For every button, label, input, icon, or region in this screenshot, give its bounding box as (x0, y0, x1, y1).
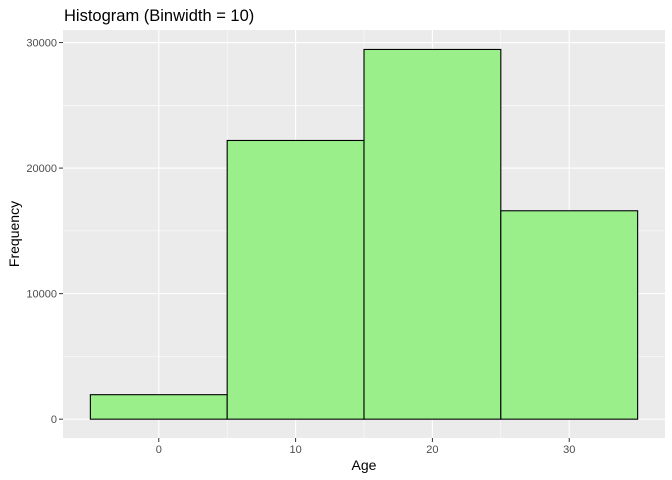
histogram-bars (89, 48, 639, 420)
x-axis-title: Age (352, 457, 377, 473)
y-axis-ticks: 0 10000 20000 30000 (26, 38, 63, 426)
y-tick-label: 0 (51, 414, 57, 426)
histogram-bar (226, 139, 365, 420)
y-tick-label: 20000 (26, 163, 57, 175)
y-tick-label: 30000 (26, 38, 57, 50)
x-tick-label: 30 (563, 444, 575, 456)
x-tick-label: 10 (289, 444, 301, 456)
y-tick-label: 10000 (26, 289, 57, 301)
x-axis-ticks: 0 10 20 30 (156, 438, 575, 456)
histogram-bar (500, 210, 639, 420)
y-axis-title: Frequency (6, 201, 22, 267)
x-tick-label: 0 (156, 444, 162, 456)
chart-title: Histogram (Binwidth = 10) (64, 7, 254, 25)
histogram-bar (363, 48, 502, 420)
histogram-bar (89, 394, 228, 420)
x-tick-label: 20 (426, 444, 438, 456)
